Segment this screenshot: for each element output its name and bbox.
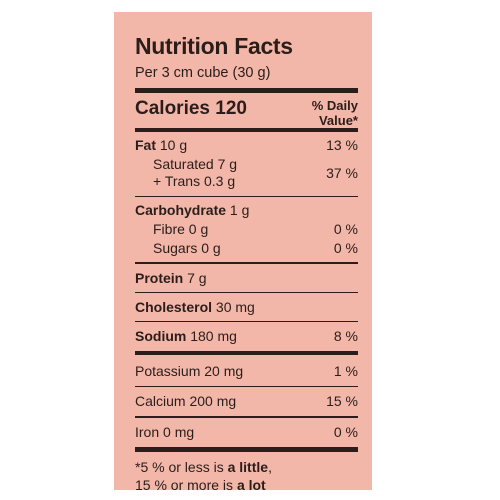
carbohydrate-label: Carbohydrate	[135, 202, 227, 219]
nutrition-facts-label: Nutrition Facts Per 3 cm cube (30 g) Cal…	[135, 26, 358, 494]
divider	[135, 416, 358, 418]
footnote: *5 % or less is a little, 15 % or more i…	[135, 458, 358, 494]
daily-value-header: % Daily Value*	[312, 98, 358, 128]
divider	[135, 196, 358, 198]
fat-label: Fat	[135, 137, 156, 153]
protein-amount: 7 g	[187, 269, 207, 286]
iron-dv: 0 %	[333, 423, 358, 440]
potassium-label: Potassium 20 mg	[135, 363, 244, 380]
sodium-row: Sodium 180 mg 8 %	[135, 328, 358, 345]
saturated-label: Saturated 7 g	[153, 156, 238, 172]
divider-medium	[135, 128, 358, 132]
calcium-dv: 15 %	[326, 393, 358, 410]
sodium-label: Sodium	[135, 328, 187, 345]
divider	[135, 291, 358, 293]
divider-thick	[135, 88, 358, 93]
calcium-group: Calcium 200 mg 15 %	[135, 387, 358, 416]
daily-value-header-line2: Value*	[318, 113, 358, 128]
fat-amount: 10 g	[159, 137, 188, 153]
fibre-label: Fibre 0 g	[153, 221, 209, 238]
sugars-label: Sugars 0 g	[153, 240, 221, 257]
iron-row: Iron 0 mg 0 %	[135, 424, 358, 441]
footnote-text: ,	[268, 458, 272, 475]
carbohydrate-amount: 1 g	[229, 202, 250, 219]
potassium-dv: 1 %	[333, 363, 358, 380]
footnote-line1: *5 % or less is a little,	[135, 458, 358, 476]
iron-group: Iron 0 mg 0 %	[135, 418, 358, 447]
label-title: Nutrition Facts	[135, 33, 293, 59]
footnote-text: *5 % or less is	[135, 458, 228, 475]
divider	[135, 320, 358, 323]
protein-row: Protein 7 g	[135, 270, 358, 287]
saturated-trans-group: Saturated 7 g + Trans 0.3 g 37 %	[135, 156, 358, 190]
potassium-group: Potassium 20 mg 1 %	[135, 355, 358, 386]
divider-medium	[135, 351, 358, 356]
sugars-dv: 0 %	[333, 240, 358, 257]
fibre-row: Fibre 0 g 0 %	[135, 221, 358, 238]
serving-size: Per 3 cm cube (30 g)	[135, 65, 271, 81]
footnote-text: 15 % or more is	[135, 476, 237, 493]
carbohydrate-group: Carbohydrate 1 g Fibre 0 g 0 % Sugars 0 …	[135, 197, 358, 262]
footnote-line2: 15 % or more is a lot	[135, 476, 358, 494]
fat-dv: 13 %	[326, 137, 358, 153]
divider	[135, 262, 358, 264]
cholesterol-group: Cholesterol 30 mg	[135, 293, 358, 321]
protein-group: Protein 7 g	[135, 264, 358, 292]
sat-trans-dv: 37 %	[326, 165, 358, 181]
calories-label: Calories	[135, 98, 210, 119]
fat-row: Fat 10 g 13 %	[135, 137, 358, 154]
potassium-row: Potassium 20 mg 1 %	[135, 363, 358, 380]
calcium-row: Calcium 200 mg 15 %	[135, 393, 358, 410]
divider	[135, 386, 358, 388]
iron-label: Iron 0 mg	[135, 423, 195, 440]
divider-thick	[135, 446, 358, 452]
calories-row: Calories 120 % Daily Value*	[135, 93, 358, 128]
sugars-row: Sugars 0 g 0 %	[135, 240, 358, 257]
protein-label: Protein	[135, 269, 184, 286]
cholesterol-row: Cholesterol 30 mg	[135, 299, 358, 316]
calcium-label: Calcium 200 mg	[135, 393, 237, 410]
footnote-emphasis: a little	[227, 458, 269, 475]
sodium-group: Sodium 180 mg 8 %	[135, 322, 358, 351]
trans-label: + Trans 0.3 g	[153, 173, 236, 189]
carbohydrate-row: Carbohydrate 1 g	[135, 202, 358, 219]
cholesterol-amount: 30 mg	[215, 298, 255, 315]
calories: Calories 120	[135, 98, 247, 120]
sodium-amount: 180 mg	[190, 328, 237, 345]
sodium-dv: 8 %	[333, 328, 358, 345]
fat-group: Fat 10 g 13 % Saturated 7 g + Trans 0.3 …	[135, 132, 358, 196]
fibre-dv: 0 %	[333, 221, 358, 238]
footnote-emphasis: a lot	[236, 476, 266, 493]
daily-value-header-line1: % Daily	[311, 98, 358, 113]
calories-value: 120	[215, 98, 247, 119]
cholesterol-label: Cholesterol	[135, 298, 213, 315]
